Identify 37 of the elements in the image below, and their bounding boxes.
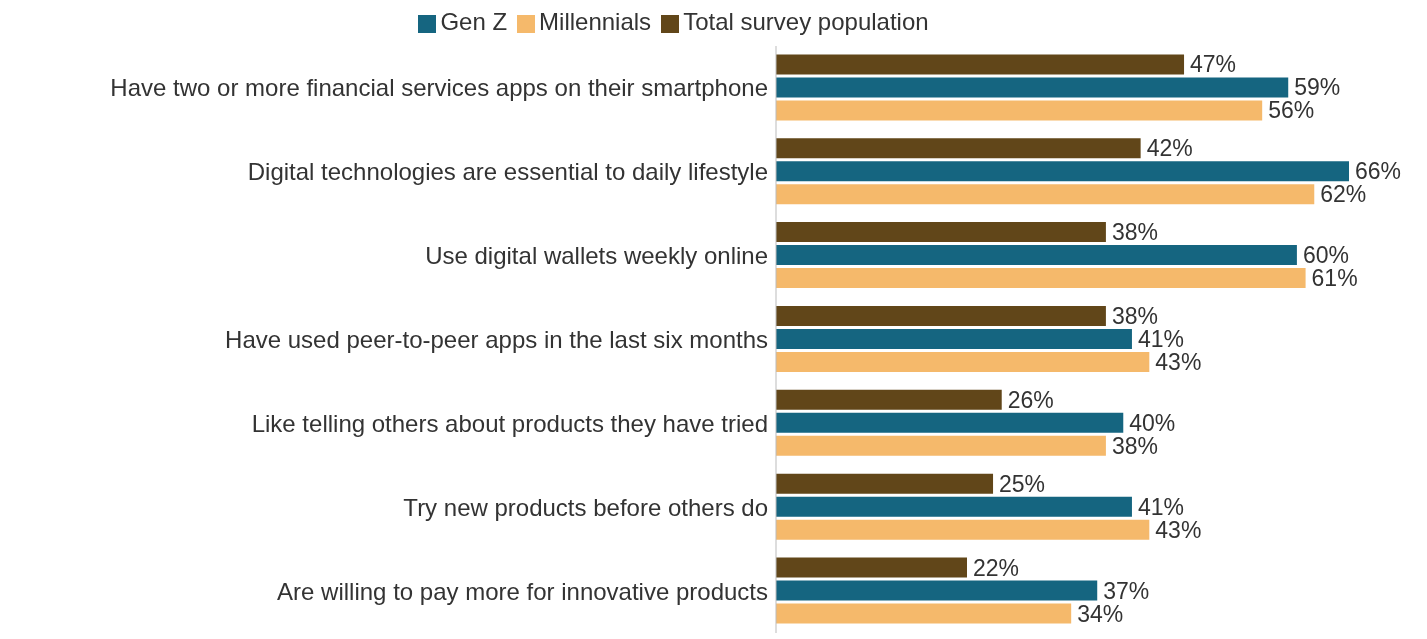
bar [776,328,1132,349]
bar [776,184,1315,205]
y-tick-label: Have two or more financial services apps on their smartphone [110,74,768,102]
bar [776,603,1072,624]
bar [776,305,1106,326]
bar [776,54,1185,75]
y-tick-label: Digital technologies are essential to daily lifestyle [247,158,768,186]
bar [776,245,1297,266]
data-label: 26% [1007,386,1054,413]
bar [776,412,1124,433]
y-tick-label: Try new products before others do [403,493,768,521]
y-tick-label: Have used peer-to-peer apps in the last six months [225,326,768,354]
bar [776,389,1002,410]
data-label: 38% [1111,219,1158,246]
bar [776,77,1289,98]
bar [776,580,1098,601]
data-label: 22% [973,554,1020,581]
y-tick-label: Like telling others about products they have tried [251,409,768,437]
bar [776,268,1306,289]
bar [776,519,1150,540]
bar [776,496,1132,517]
legend-label: Total survey population [683,8,929,35]
bar [776,222,1106,243]
data-label: 47% [1190,51,1237,78]
bar [776,138,1141,159]
bar [776,351,1150,372]
bar [776,100,1263,121]
bar [776,473,994,494]
legend-label: Millennials [539,8,652,35]
y-tick-label: Are willing to pay more for innovative products [277,577,768,605]
data-label: 42% [1146,135,1193,162]
data-label: 25% [999,470,1046,497]
bar [776,435,1106,456]
bar [776,557,967,578]
bar [776,161,1349,182]
legend-label: Gen Z [440,8,508,35]
y-tick-label: Use digital wallets weekly online [425,242,768,270]
